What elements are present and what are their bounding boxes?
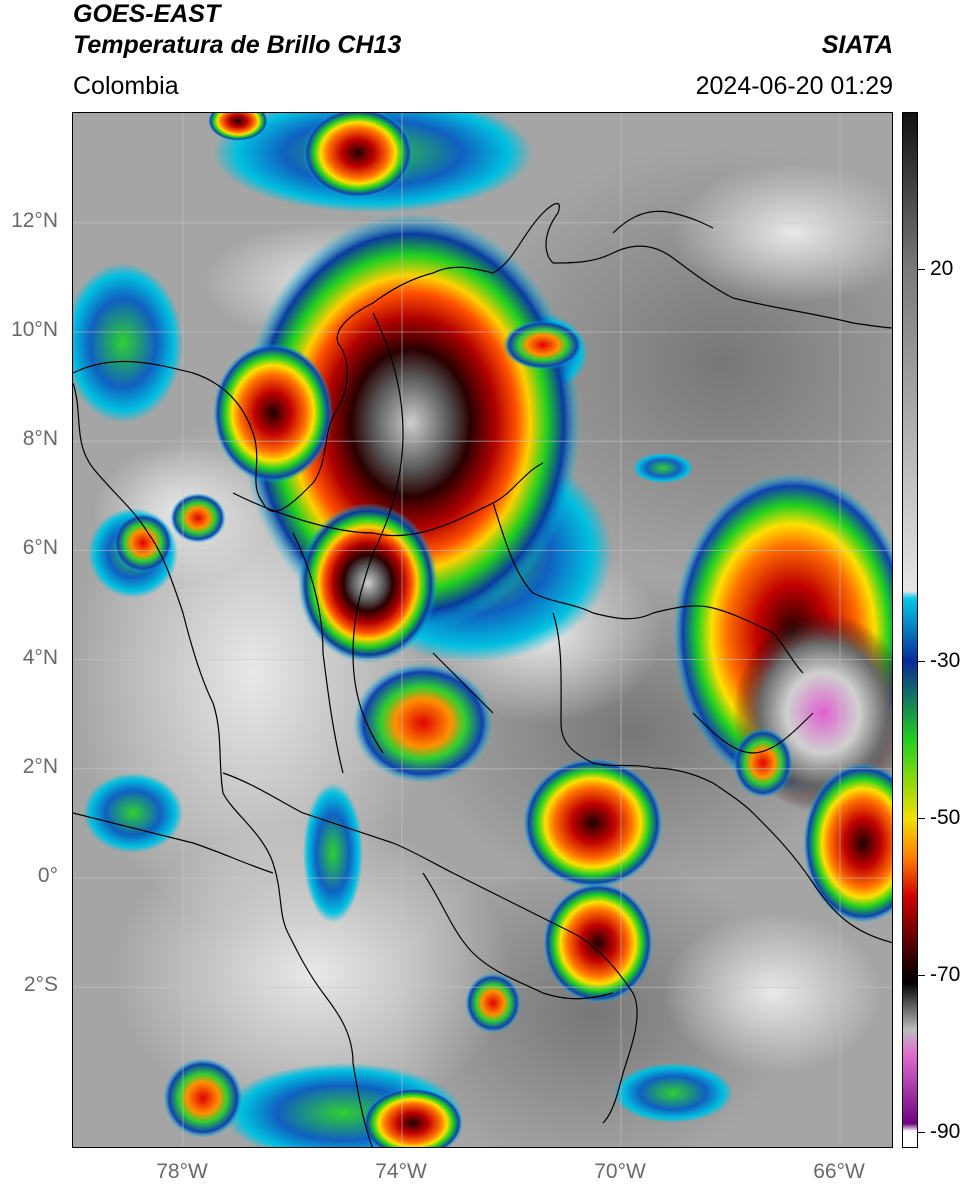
colorbar-tick-label: -30 bbox=[930, 649, 961, 673]
satellite-map[interactable] bbox=[72, 112, 893, 1148]
longitude-label: 78°W bbox=[156, 1160, 208, 1183]
colorbar-tick bbox=[918, 661, 925, 663]
colorbar-tick bbox=[918, 818, 925, 820]
longitude-label: 66°W bbox=[813, 1160, 865, 1183]
satellite-title: GOES-EAST bbox=[73, 0, 221, 28]
colorbar bbox=[902, 112, 918, 1148]
coastline-borders bbox=[73, 203, 892, 1147]
colorbar-tick bbox=[918, 268, 925, 270]
satellite-image bbox=[73, 113, 892, 1147]
colorbar-tick bbox=[918, 1132, 925, 1134]
latitude-label: 8°N bbox=[22, 427, 58, 451]
latitude-label: 4°N bbox=[22, 645, 58, 669]
latitude-label: 2°S bbox=[23, 973, 58, 997]
longitude-label: 74°W bbox=[375, 1160, 427, 1183]
colorbar-tick-label: -50 bbox=[930, 806, 961, 830]
colorbar-tick bbox=[918, 975, 925, 977]
colorbar-tick-label: -90 bbox=[930, 1120, 961, 1144]
product-title: Temperatura de Brillo CH13 bbox=[73, 31, 402, 59]
latitude-label: 2°N bbox=[22, 754, 58, 778]
region-label: Colombia bbox=[73, 72, 179, 100]
longitude-label: 70°W bbox=[594, 1160, 646, 1183]
latitude-label: 12°N bbox=[11, 208, 58, 232]
timestamp-label: 2024-06-20 01:29 bbox=[695, 72, 893, 100]
colorbar-tick-label: 20 bbox=[930, 256, 954, 280]
agency-label: SIATA bbox=[821, 31, 893, 59]
latitude-label: 0° bbox=[37, 864, 58, 887]
colorbar-tick-label: -70 bbox=[930, 963, 961, 987]
latitude-label: 6°N bbox=[22, 536, 58, 560]
latitude-label: 10°N bbox=[11, 318, 58, 341]
